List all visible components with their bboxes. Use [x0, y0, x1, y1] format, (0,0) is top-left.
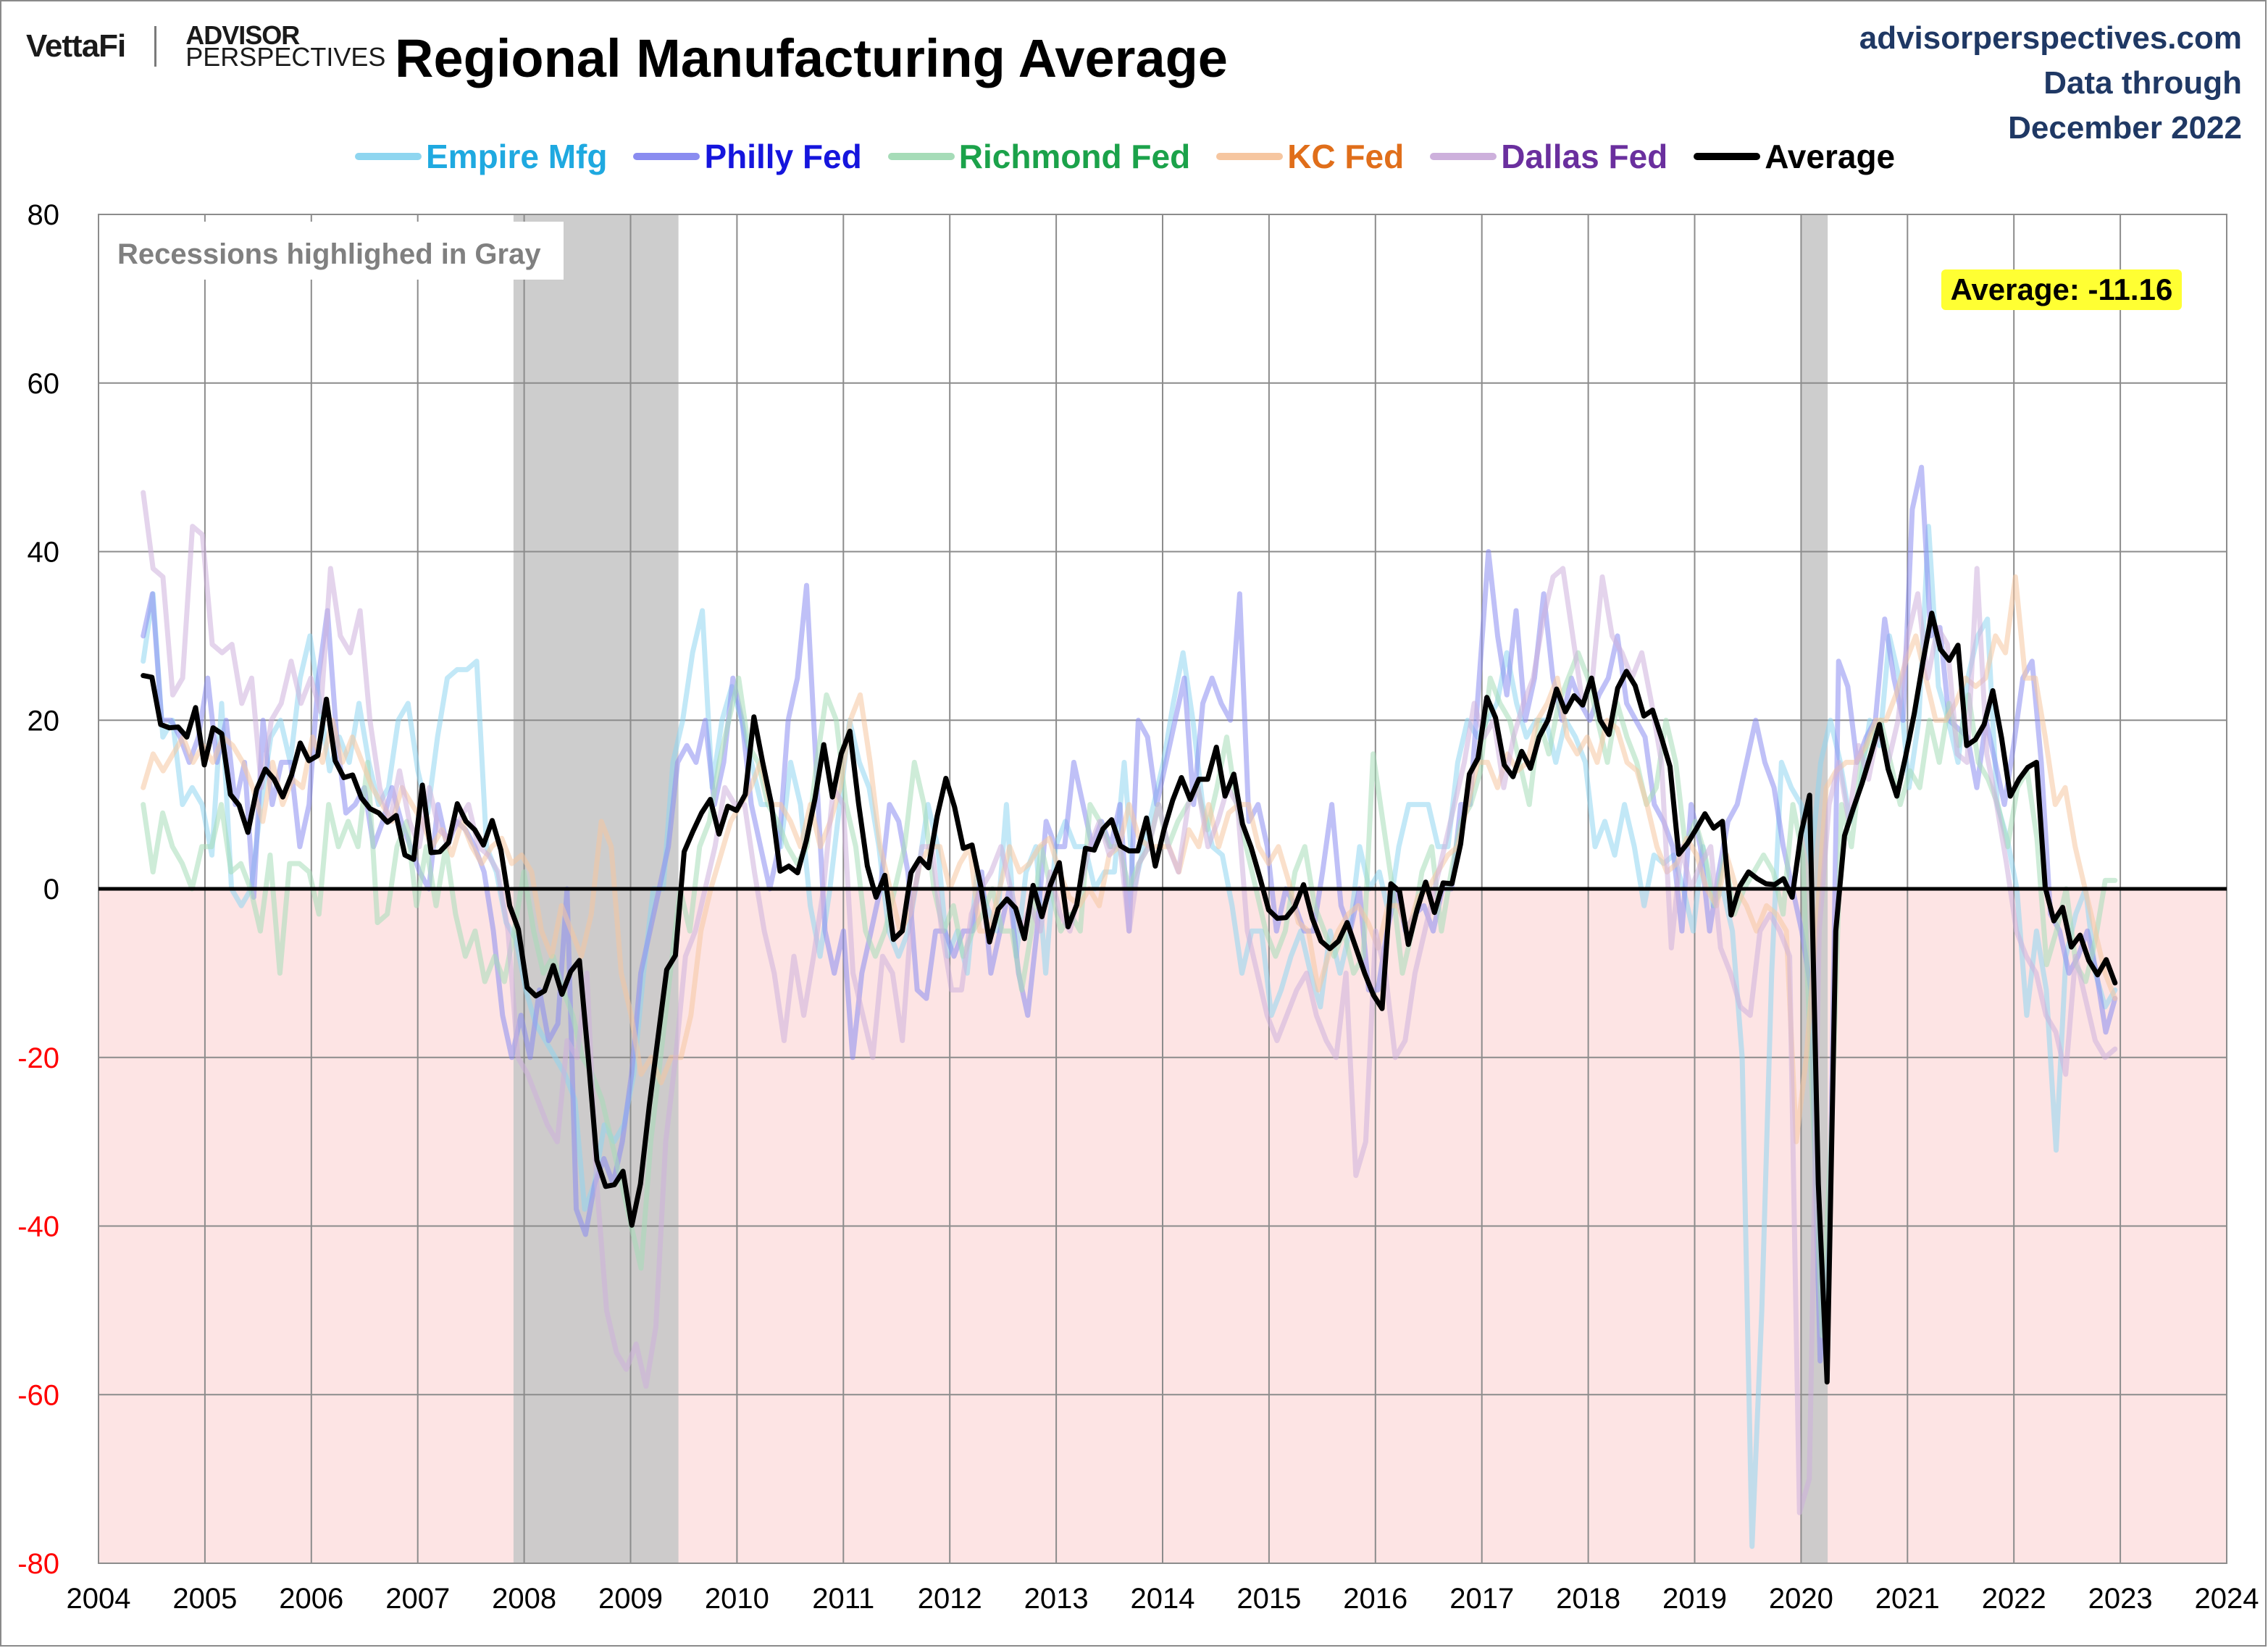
- x-tick-label: 2021: [1875, 1583, 1940, 1615]
- y-tick-label: 0: [43, 874, 59, 905]
- legend-swatch: [1430, 153, 1497, 160]
- legend-swatch: [1694, 153, 1761, 160]
- source-block: advisorperspectives.com Data through Dec…: [1859, 16, 2242, 151]
- x-tick-label: 2017: [1449, 1583, 1514, 1615]
- y-tick-label: 40: [28, 537, 60, 569]
- x-tick-label: 2009: [598, 1583, 663, 1615]
- x-tick-label: 2024: [2195, 1583, 2259, 1615]
- brand-line-2: PERSPECTIVES: [185, 42, 386, 72]
- chart-title: Regional Manufacturing Average: [395, 28, 1228, 88]
- legend-label: Richmond Fed: [958, 138, 1191, 175]
- legend-swatch: [633, 153, 700, 160]
- legend-item-average: Average: [1694, 137, 1895, 176]
- y-tick-label: 20: [28, 705, 60, 737]
- x-tick-label: 2005: [172, 1583, 237, 1615]
- x-tick-label: 2020: [1769, 1583, 1833, 1615]
- brand-divider: [154, 26, 157, 67]
- legend-item-richmond-fed: Richmond Fed: [887, 137, 1191, 176]
- data-through-line-1: Data through: [2043, 65, 2242, 101]
- brand-line-1: ADVISOR: [185, 20, 300, 50]
- legend-item-dallas-fed: Dallas Fed: [1430, 137, 1667, 176]
- legend-item-empire-mfg: Empire Mfg: [355, 137, 607, 176]
- data-through-line-2: December 2022: [2008, 110, 2242, 146]
- advisor-perspectives-logo: ADVISOR PERSPECTIVES: [185, 20, 386, 72]
- legend-label: KC Fed: [1287, 138, 1405, 175]
- x-tick-label: 2016: [1343, 1583, 1407, 1615]
- x-tick-label: 2014: [1131, 1583, 1195, 1615]
- legend-swatch: [355, 153, 422, 160]
- x-tick-label: 2023: [2088, 1583, 2153, 1615]
- legend-item-philly-fed: Philly Fed: [633, 137, 862, 176]
- legend-swatch: [887, 153, 955, 160]
- x-tick-label: 2012: [918, 1583, 982, 1615]
- legend-label: Dallas Fed: [1501, 138, 1668, 175]
- legend: Empire Mfg Philly Fed Richmond Fed KC Fed Da…: [355, 127, 1921, 185]
- series-line-kc-fed: [141, 574, 2118, 1145]
- y-tick-label: -60: [17, 1379, 59, 1411]
- x-tick-label: 2019: [1662, 1583, 1727, 1615]
- recession-note: Recessions highlighed in Gray: [117, 238, 541, 270]
- x-tick-label: 2007: [385, 1583, 450, 1615]
- series-line-average: [141, 611, 2118, 1385]
- y-tick-label: -20: [17, 1042, 59, 1074]
- source-site: advisorperspectives.com: [1859, 20, 2242, 56]
- x-tick-label: 2011: [812, 1583, 874, 1615]
- series-line-dallas-fed: [141, 490, 2118, 1515]
- y-tick-label: -80: [17, 1548, 59, 1580]
- x-tick-label: 2006: [279, 1583, 343, 1615]
- x-tick-label: 2004: [67, 1583, 131, 1615]
- legend-label: Average: [1765, 138, 1896, 175]
- x-tick-label: 2015: [1236, 1583, 1301, 1615]
- x-tick-label: 2013: [1024, 1583, 1089, 1615]
- brand-logo: VettaFi ADVISOR PERSPECTIVES: [26, 20, 386, 72]
- y-tick-label: 60: [28, 368, 60, 400]
- legend-label: Philly Fed: [704, 138, 862, 175]
- average-label-highlight: [1941, 269, 2182, 310]
- legend-swatch: [1216, 153, 1284, 160]
- x-tick-label: 2018: [1556, 1583, 1620, 1615]
- x-tick-label: 2010: [705, 1583, 769, 1615]
- series-line-empire-mfg: [141, 524, 2118, 1549]
- y-tick-label: -40: [17, 1211, 59, 1243]
- legend-item-kc-fed: KC Fed: [1216, 137, 1404, 176]
- legend-label: Empire Mfg: [426, 138, 608, 175]
- vettafi-logo: VettaFi: [26, 28, 126, 64]
- x-tick-label: 2022: [1982, 1583, 2046, 1615]
- x-tick-label: 2008: [492, 1583, 556, 1615]
- y-tick-label: 80: [28, 199, 60, 231]
- average-label: Average: -11.16: [1951, 272, 2173, 306]
- recession-note-box: [106, 222, 564, 280]
